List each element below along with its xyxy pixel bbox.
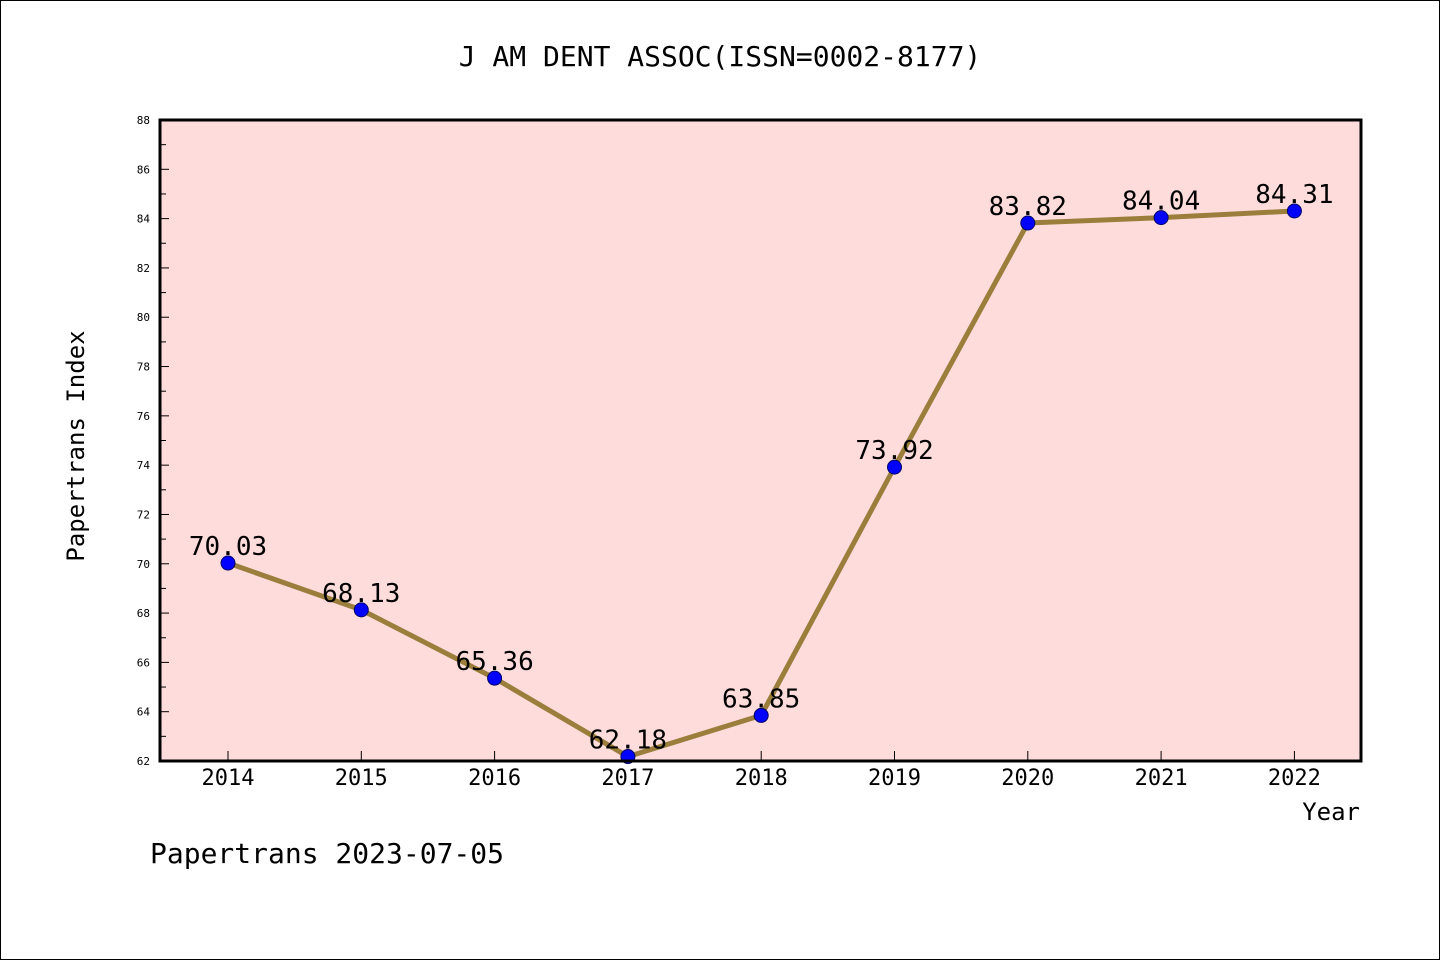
data-point [1020, 215, 1036, 231]
x-tick-label: 2014 [202, 766, 255, 791]
data-label: 84.04 [1122, 187, 1200, 217]
data-point [220, 555, 236, 571]
y-tick-label: 70 [137, 558, 150, 571]
data-label: 70.03 [189, 532, 267, 562]
y-tick-label: 82 [137, 262, 150, 275]
plot-area [160, 120, 1361, 761]
x-tick-label: 2015 [335, 766, 388, 791]
y-tick-label: 86 [137, 163, 150, 176]
data-point [1153, 210, 1169, 226]
x-tick-label: 2021 [1135, 766, 1188, 791]
data-label: 65.36 [455, 647, 533, 677]
chart-title: J AM DENT ASSOC(ISSN=0002-8177) [459, 40, 982, 73]
x-tick-label: 2018 [735, 766, 788, 791]
y-tick-label: 80 [137, 311, 150, 324]
y-tick-label: 76 [137, 410, 150, 423]
y-tick-label: 66 [137, 656, 150, 669]
y-axis-title: Papertrans Index [62, 330, 90, 561]
data-labels-group: 70.03 68.13 65.36 62.18 63.85 73.92 83.82 84.04… [189, 180, 1334, 756]
data-label: 68.13 [322, 579, 400, 609]
data-point [887, 459, 902, 475]
y-tick-label: 68 [137, 607, 150, 620]
data-label: 73.92 [855, 436, 933, 466]
x-tick-label: 2016 [468, 766, 521, 791]
data-point [353, 602, 369, 618]
x-tick-label: 2017 [601, 766, 654, 791]
y-tick-label: 78 [137, 361, 150, 374]
x-tick-label: 2022 [1268, 766, 1321, 791]
data-point [753, 707, 769, 723]
data-point [487, 670, 503, 686]
y-tick-label: 62 [137, 755, 150, 768]
y-tick-label: 72 [137, 508, 150, 521]
data-label: 63.85 [722, 684, 800, 714]
y-tick-label: 84 [137, 213, 151, 226]
x-axis: 2014 2015 2016 2017 2018 2019 2020 2021 2022 [202, 751, 1321, 791]
data-label: 84.31 [1255, 180, 1333, 210]
y-tick-label: 88 [137, 114, 150, 127]
x-tick-label: 2019 [868, 766, 921, 791]
data-point [1286, 203, 1302, 219]
data-label: 83.82 [989, 192, 1067, 222]
footer-text: Papertrans 2023-07-05 [150, 837, 504, 870]
plot-border [158, 118, 1363, 763]
markers-group [220, 203, 1302, 765]
x-axis-title: Year [1302, 798, 1360, 826]
data-label: 62.18 [589, 726, 667, 756]
y-tick-label: 74 [137, 459, 151, 472]
y-tick-label: 64 [137, 706, 151, 719]
x-tick-label: 2020 [1001, 766, 1054, 791]
